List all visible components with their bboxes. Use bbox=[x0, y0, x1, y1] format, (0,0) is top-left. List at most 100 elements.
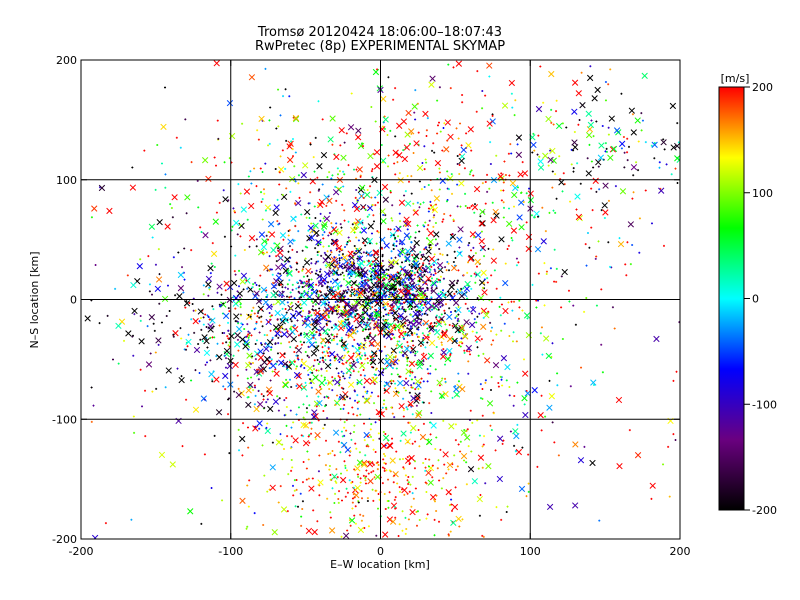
data-point-dot bbox=[290, 426, 293, 429]
data-point-dot bbox=[247, 330, 250, 333]
data-point-dot bbox=[390, 373, 393, 376]
data-point-dot bbox=[381, 406, 384, 409]
data-point-dot bbox=[675, 370, 678, 373]
data-point-dot bbox=[353, 338, 356, 341]
data-point-dot bbox=[627, 145, 630, 148]
data-point-dot bbox=[359, 513, 362, 516]
data-point-dot bbox=[437, 121, 440, 124]
data-point-dot bbox=[438, 86, 441, 89]
data-point-dot bbox=[143, 149, 146, 152]
data-point-dot bbox=[572, 170, 575, 173]
data-point-dot bbox=[275, 255, 278, 258]
data-point-dot bbox=[432, 208, 435, 211]
data-point-dot bbox=[380, 292, 383, 295]
data-point-dot bbox=[345, 132, 348, 135]
data-point-dot bbox=[463, 349, 466, 352]
data-point-cross bbox=[238, 222, 245, 230]
data-point-cross bbox=[322, 295, 329, 302]
data-point-dot bbox=[459, 289, 462, 292]
data-point-dot bbox=[304, 257, 307, 260]
data-point-dot bbox=[510, 300, 513, 303]
data-point-dot bbox=[139, 314, 142, 317]
data-point-cross bbox=[156, 218, 163, 226]
data-point-dot bbox=[234, 273, 237, 276]
data-point-dot bbox=[303, 386, 306, 389]
data-point-cross bbox=[332, 429, 340, 436]
data-point-dot bbox=[440, 321, 443, 324]
data-point-dot bbox=[301, 268, 304, 271]
data-point-cross bbox=[263, 345, 270, 353]
data-point-dot bbox=[324, 464, 327, 467]
data-point-dot bbox=[343, 377, 346, 380]
data-point-cross bbox=[334, 281, 341, 288]
data-point-dot bbox=[527, 453, 530, 456]
data-point-cross bbox=[493, 212, 500, 219]
data-point-dot bbox=[455, 468, 458, 471]
data-point-dot bbox=[227, 199, 230, 202]
data-point-dot bbox=[398, 172, 401, 175]
data-point-dot bbox=[295, 384, 298, 387]
data-point-dot bbox=[117, 362, 120, 365]
data-point-cross bbox=[341, 441, 348, 449]
data-point-dot bbox=[431, 325, 434, 328]
data-point-dot bbox=[319, 212, 322, 215]
data-point-dot bbox=[254, 386, 257, 389]
data-point-dot bbox=[341, 271, 344, 274]
data-point-dot bbox=[360, 280, 363, 283]
data-point-dot bbox=[287, 473, 290, 476]
data-point-cross bbox=[326, 379, 334, 386]
data-point-cross bbox=[401, 315, 408, 322]
data-point-dot bbox=[355, 447, 358, 450]
data-point-dot bbox=[451, 324, 454, 327]
data-point-dot bbox=[382, 453, 385, 456]
data-point-dot bbox=[285, 424, 288, 427]
data-point-dot bbox=[561, 122, 564, 125]
data-point-cross bbox=[540, 238, 547, 245]
data-point-cross bbox=[337, 354, 344, 362]
data-point-dot bbox=[672, 379, 675, 382]
data-point-dot bbox=[261, 198, 264, 201]
data-point-dot bbox=[314, 438, 317, 441]
data-point-dot bbox=[284, 88, 287, 91]
data-point-cross bbox=[415, 412, 422, 419]
data-point-dot bbox=[396, 262, 399, 265]
data-point-dot bbox=[377, 306, 380, 309]
data-point-dot bbox=[290, 386, 293, 389]
data-point-dot bbox=[356, 248, 359, 251]
data-point-dot bbox=[352, 370, 355, 373]
data-point-cross bbox=[486, 62, 493, 69]
data-point-dot bbox=[446, 198, 449, 201]
data-point-cross bbox=[585, 170, 592, 177]
data-point-cross bbox=[512, 428, 519, 435]
data-point-dot bbox=[177, 251, 180, 254]
data-point-cross bbox=[264, 204, 272, 211]
data-point-dot bbox=[440, 487, 443, 490]
data-point-dot bbox=[415, 524, 418, 527]
data-point-dot bbox=[317, 189, 320, 192]
data-point-dot bbox=[250, 182, 253, 185]
data-point-cross bbox=[272, 398, 280, 405]
data-point-dot bbox=[239, 306, 242, 309]
data-point-cross bbox=[212, 218, 219, 225]
data-point-dot bbox=[336, 167, 339, 170]
data-point-cross bbox=[422, 267, 429, 274]
data-point-cross bbox=[345, 279, 352, 287]
data-point-dot bbox=[317, 204, 320, 207]
data-point-dot bbox=[601, 371, 604, 374]
data-point-dot bbox=[381, 288, 384, 291]
data-point-cross bbox=[465, 344, 472, 352]
data-point-dot bbox=[588, 143, 591, 146]
data-point-dot bbox=[357, 370, 360, 373]
data-point-dot bbox=[289, 346, 292, 349]
data-point-dot bbox=[221, 342, 224, 345]
data-point-cross bbox=[364, 322, 371, 329]
data-point-dot bbox=[441, 304, 444, 307]
data-point-cross bbox=[326, 197, 333, 204]
data-point-dot bbox=[304, 245, 307, 248]
data-point-dot bbox=[387, 268, 390, 271]
data-point-cross bbox=[572, 502, 579, 509]
data-point-dot bbox=[254, 342, 257, 345]
data-point-dot bbox=[153, 329, 156, 332]
data-point-dot bbox=[328, 231, 331, 234]
data-point-dot bbox=[154, 188, 157, 191]
